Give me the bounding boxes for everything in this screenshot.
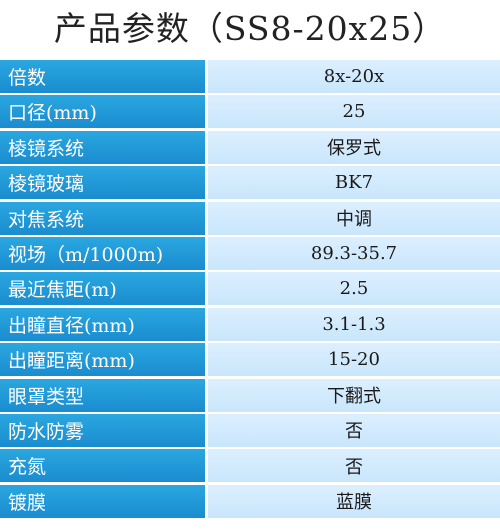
cell-divider	[205, 307, 208, 341]
spec-value: 25	[208, 95, 500, 129]
table-row: 出瞳距离(mm) 15-20	[0, 343, 500, 377]
spec-value: 蓝膜	[208, 484, 500, 518]
spec-label: 出瞳直径(mm)	[0, 307, 205, 341]
spec-value: 否	[208, 449, 500, 483]
spec-label: 视场（m/1000m)	[0, 236, 205, 270]
table-row: 防水防雾 否	[0, 413, 500, 447]
spec-label: 棱镜玻璃	[0, 166, 205, 200]
spec-label: 最近焦距(m)	[0, 272, 205, 306]
cell-divider	[205, 272, 208, 306]
table-row: 眼罩类型 下翻式	[0, 378, 500, 412]
cell-divider	[205, 413, 208, 447]
spec-value: 15-20	[208, 343, 500, 377]
spec-label: 防水防雾	[0, 413, 205, 447]
table-row: 倍数 8x-20x	[0, 60, 500, 93]
spec-value: 中调	[208, 201, 500, 235]
cell-divider	[205, 166, 208, 200]
spec-label: 眼罩类型	[0, 378, 205, 412]
spec-label: 镀膜	[0, 484, 205, 518]
cell-divider	[205, 201, 208, 235]
spec-table: 倍数 8x-20x 口径(mm) 25 棱镜系统 保罗式 棱镜玻璃 BK7 对焦…	[0, 60, 500, 520]
spec-value: 否	[208, 413, 500, 447]
table-row: 充氮 否	[0, 449, 500, 483]
spec-value: 2.5	[208, 272, 500, 306]
table-row: 口径(mm) 25	[0, 95, 500, 129]
cell-divider	[205, 236, 208, 270]
table-row: 最近焦距(m) 2.5	[0, 272, 500, 306]
spec-value: 8x-20x	[208, 60, 500, 93]
cell-divider	[205, 378, 208, 412]
cell-divider	[205, 95, 208, 129]
spec-label: 出瞳距离(mm)	[0, 343, 205, 377]
page-title: 产品参数（SS8-20x25）	[53, 9, 447, 48]
spec-label: 对焦系统	[0, 201, 205, 235]
cell-divider	[205, 484, 208, 518]
spec-label: 口径(mm)	[0, 95, 205, 129]
table-row: 对焦系统 中调	[0, 201, 500, 235]
spec-label: 充氮	[0, 449, 205, 483]
table-row: 视场（m/1000m) 89.3-35.7	[0, 236, 500, 270]
spec-value: 下翻式	[208, 378, 500, 412]
spec-value: 89.3-35.7	[208, 236, 500, 270]
table-row: 棱镜玻璃 BK7	[0, 166, 500, 200]
cell-divider	[205, 343, 208, 377]
spec-label: 倍数	[0, 60, 205, 93]
spec-label: 棱镜系统	[0, 130, 205, 164]
cell-divider	[205, 130, 208, 164]
spec-value: 3.1-1.3	[208, 307, 500, 341]
table-row: 棱镜系统 保罗式	[0, 130, 500, 164]
table-row: 镀膜 蓝膜	[0, 484, 500, 518]
spec-value: 保罗式	[208, 130, 500, 164]
cell-divider	[205, 60, 208, 93]
spec-value: BK7	[208, 166, 500, 200]
cell-divider	[205, 449, 208, 483]
table-row: 出瞳直径(mm) 3.1-1.3	[0, 307, 500, 341]
